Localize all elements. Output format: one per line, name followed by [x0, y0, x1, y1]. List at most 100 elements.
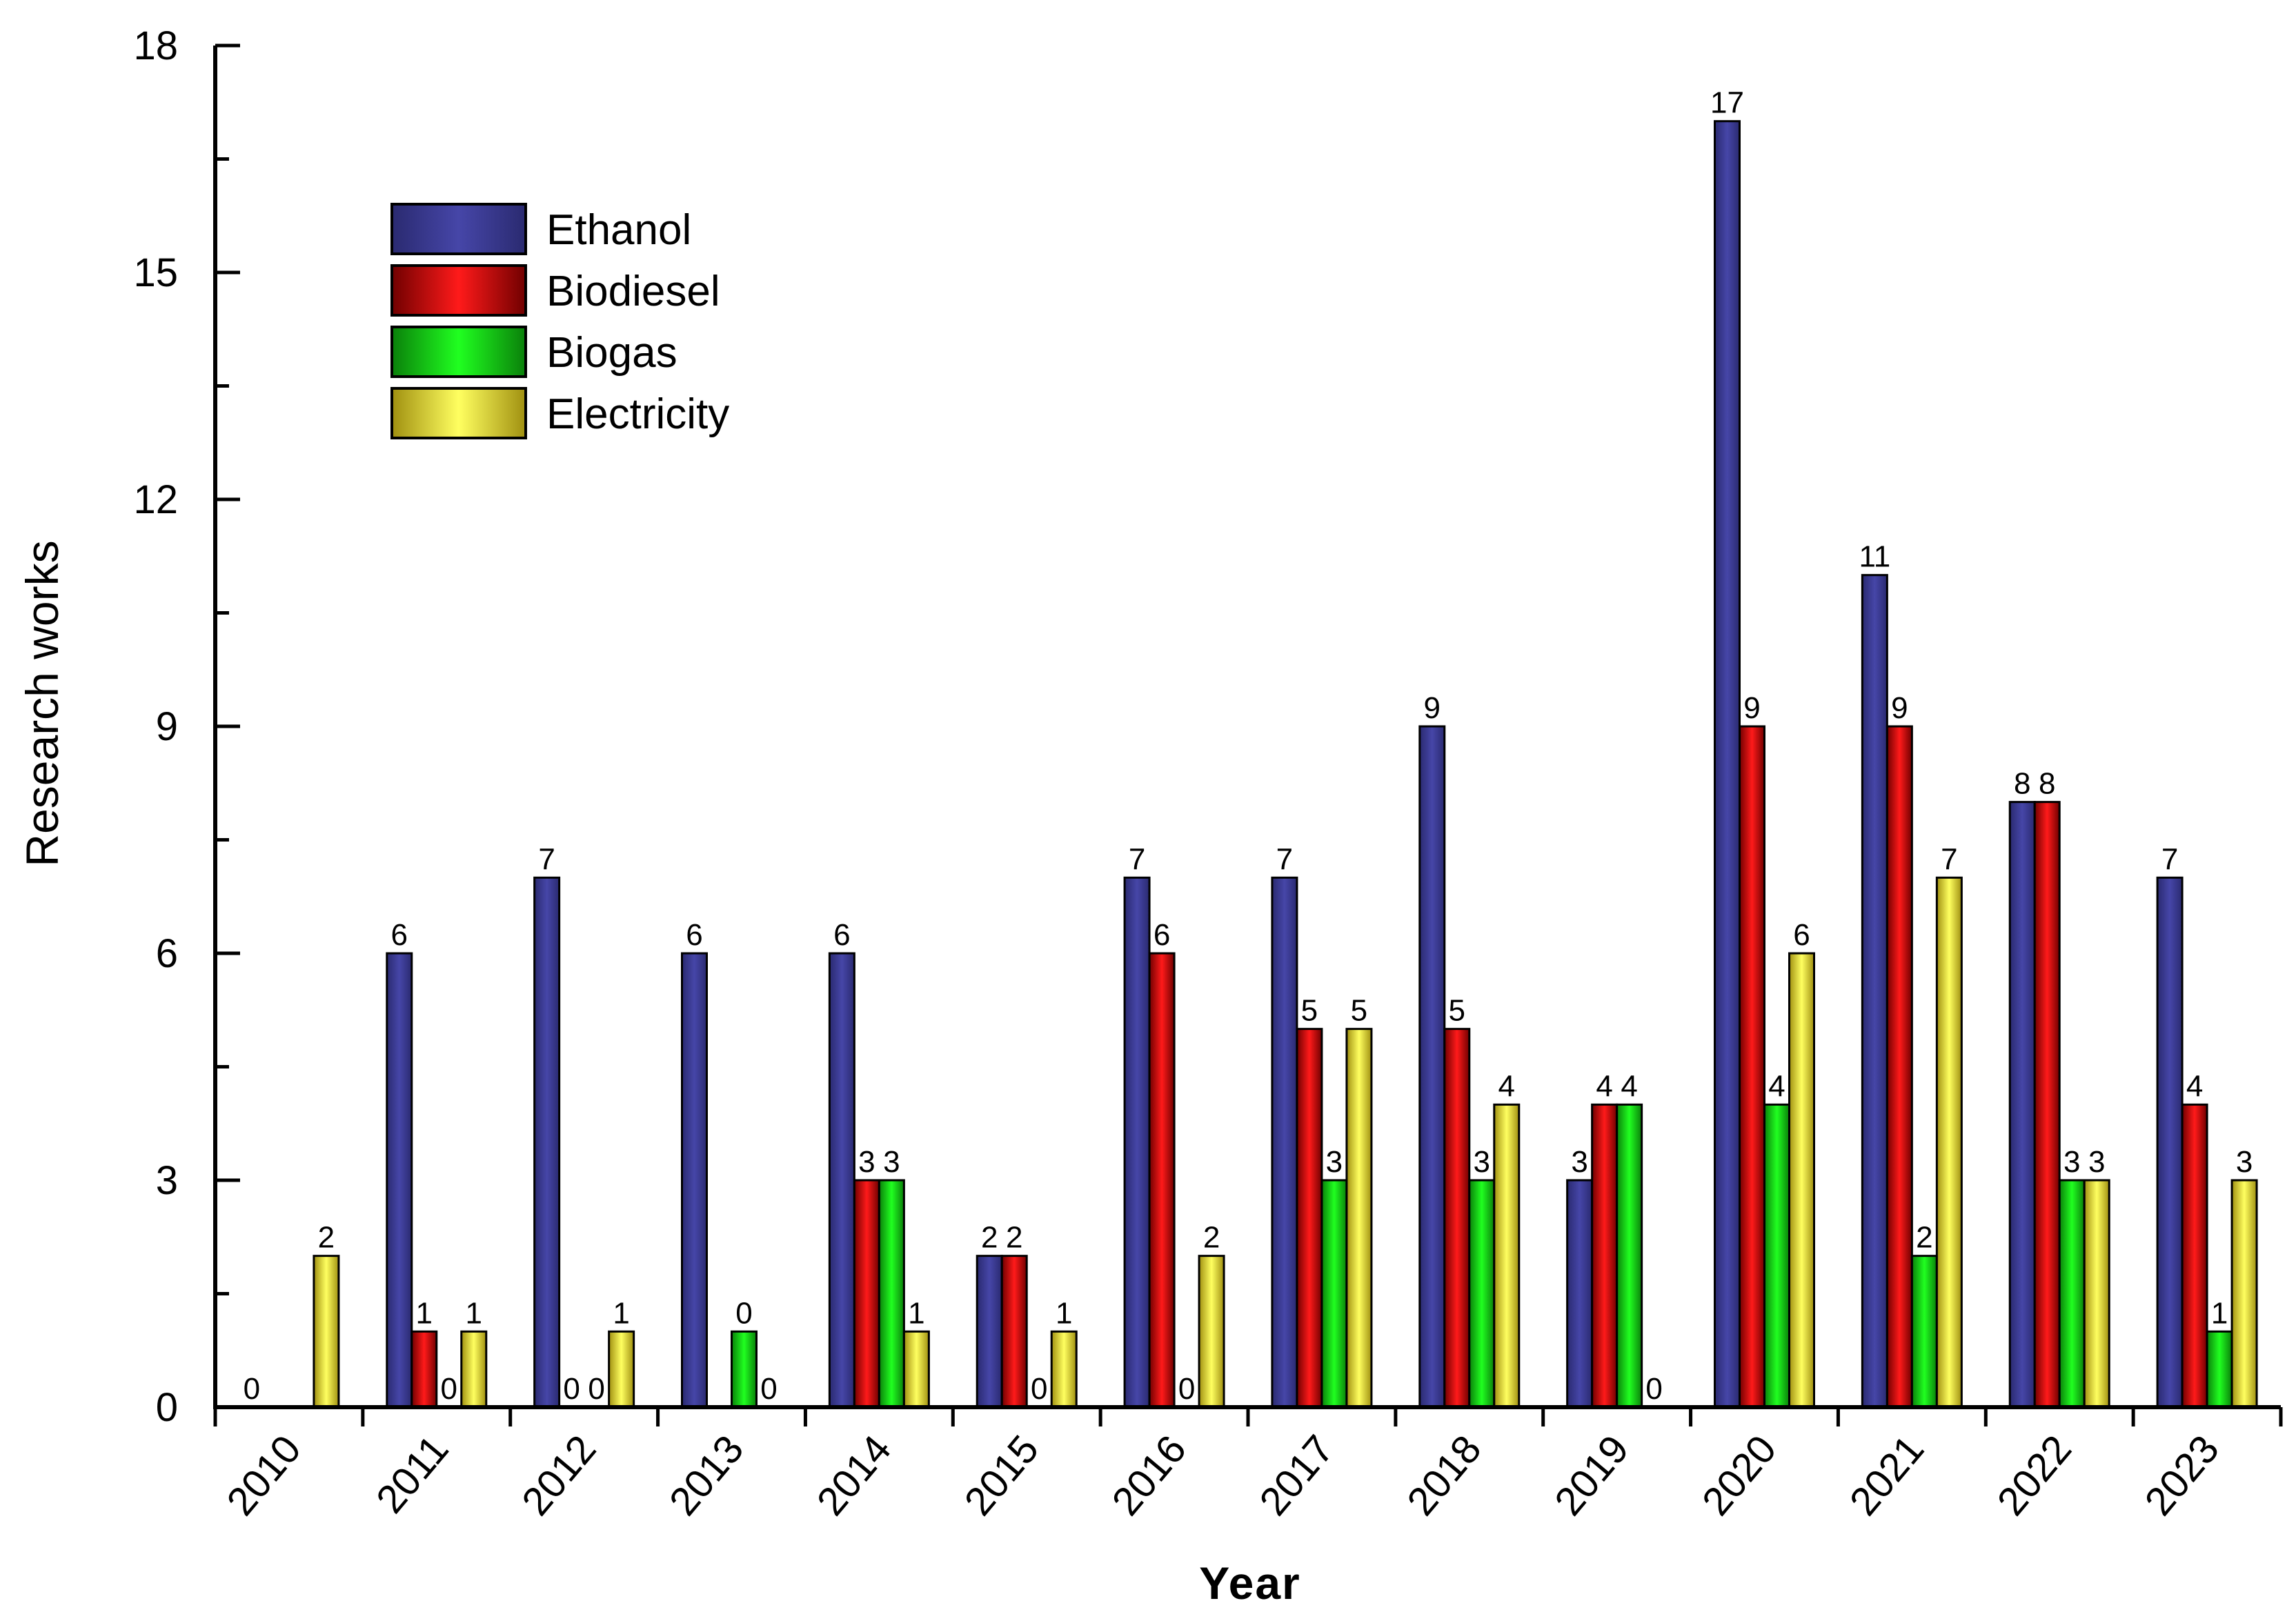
data-label: 0 — [735, 1296, 752, 1330]
bar-ethanol-2019 — [1566, 1179, 1594, 1409]
bar-ethanol-2012 — [533, 876, 561, 1409]
data-label: 6 — [1154, 918, 1170, 952]
data-label: 3 — [1474, 1145, 1490, 1179]
y-tick-label: 12 — [133, 477, 178, 522]
x-tick-label: 2018 — [1398, 1427, 1490, 1524]
bar-biodiesel-2011 — [410, 1330, 438, 1409]
legend-swatch-electricity — [390, 387, 527, 439]
data-label: 17 — [1710, 86, 1744, 120]
bar-biogas-2018 — [1468, 1179, 1496, 1409]
bar-ethanol-2014 — [828, 952, 855, 1409]
data-label: 1 — [1056, 1296, 1072, 1330]
bar-electricity-2023 — [2230, 1179, 2258, 1409]
y-tick-label: 3 — [156, 1158, 178, 1203]
data-label: 1 — [466, 1296, 482, 1330]
x-ticks: 2010 2011 2012 2013 2014 2015 2016 2017 2018 2019… — [213, 1407, 2283, 1524]
x-tick-label: 2021 — [1841, 1427, 1933, 1524]
bar-biodiesel-2020 — [1739, 725, 1765, 1409]
x-tick-label: 2022 — [1988, 1427, 2080, 1524]
bar-ethanol-2016 — [1123, 876, 1151, 1409]
bar-ethanol-2017 — [1271, 876, 1298, 1409]
bar-biodiesel-2017 — [1296, 1028, 1323, 1409]
data-label: 5 — [1449, 994, 1465, 1028]
data-label: 7 — [2161, 842, 2178, 876]
x-tick-label: 2015 — [956, 1427, 1047, 1524]
data-label: 1 — [2211, 1296, 2228, 1330]
data-label: 2 — [1916, 1221, 1932, 1255]
bar-ethanol-2022 — [2008, 801, 2036, 1409]
legend: Ethanol Biodiesel Biogas Electricity — [390, 203, 729, 439]
data-label: 3 — [858, 1145, 875, 1179]
bar-ethanol-2011 — [386, 952, 413, 1409]
bar-electricity-2017 — [1345, 1028, 1373, 1409]
data-label: 4 — [2186, 1069, 2203, 1103]
bar-biodiesel-2015 — [1000, 1255, 1028, 1409]
y-tick-label: 18 — [133, 23, 178, 68]
data-label: 3 — [2088, 1145, 2105, 1179]
data-label: 0 — [760, 1372, 777, 1406]
legend-swatch-biogas — [390, 326, 527, 378]
bar-biogas-2019 — [1616, 1103, 1643, 1409]
x-tick-label: 2010 — [218, 1427, 310, 1524]
legend-label-ethanol: Ethanol — [546, 206, 691, 254]
bar-ethanol-2021 — [1861, 574, 1888, 1409]
x-tick-label: 2023 — [2136, 1427, 2228, 1524]
data-label: 6 — [833, 918, 850, 952]
data-label: 1 — [416, 1296, 433, 1330]
data-label: 0 — [244, 1372, 260, 1406]
data-label: 2 — [1203, 1221, 1220, 1255]
bar-biodiesel-2022 — [2033, 801, 2061, 1409]
data-label: 7 — [1941, 842, 1957, 876]
x-tick-label: 2011 — [368, 1427, 457, 1522]
bar-biodiesel-2016 — [1148, 952, 1176, 1409]
data-label: 2 — [318, 1221, 335, 1255]
bar-ethanol-2020 — [1714, 120, 1741, 1409]
data-label: 0 — [563, 1372, 580, 1406]
x-tick-label: 2016 — [1103, 1427, 1195, 1524]
data-label: 2 — [981, 1221, 998, 1255]
data-label: 4 — [1768, 1069, 1785, 1103]
data-label: 7 — [1129, 842, 1145, 876]
data-label: 3 — [1571, 1145, 1587, 1179]
data-label: 9 — [1891, 691, 1908, 725]
x-tick-label: 2020 — [1694, 1427, 1785, 1524]
x-tick-label: 2014 — [809, 1427, 900, 1524]
data-label: 0 — [441, 1372, 457, 1406]
bar-biodiesel-2019 — [1591, 1103, 1619, 1409]
data-label: 2 — [1006, 1221, 1022, 1255]
bar-biodiesel-2021 — [1886, 725, 1913, 1409]
data-label: 0 — [588, 1372, 604, 1406]
data-label: 1 — [908, 1296, 924, 1330]
bar-electricity-2012 — [608, 1330, 635, 1409]
data-label: 3 — [2236, 1145, 2253, 1179]
data-label: 9 — [1424, 691, 1441, 725]
x-axis-title: Year — [1199, 1558, 1300, 1609]
data-label: 9 — [1743, 691, 1760, 725]
bar-ethanol-2015 — [976, 1255, 1003, 1409]
data-label: 3 — [883, 1145, 900, 1179]
bar-biogas-2021 — [1910, 1255, 1938, 1409]
x-tick-label: 2017 — [1251, 1427, 1343, 1524]
bar-electricity-2010 — [313, 1255, 340, 1409]
data-label: 4 — [1621, 1069, 1637, 1103]
bar-electricity-2015 — [1050, 1330, 1078, 1409]
bar-biogas-2017 — [1320, 1179, 1348, 1409]
data-label: 5 — [1351, 994, 1367, 1028]
bars-layer — [313, 120, 2258, 1409]
data-label: 0 — [1645, 1372, 1662, 1406]
data-label: 7 — [538, 842, 555, 876]
bar-biogas-2023 — [2206, 1330, 2233, 1409]
data-label: 6 — [1793, 918, 1810, 952]
x-tick-label: 2019 — [1546, 1427, 1638, 1524]
bar-biogas-2020 — [1763, 1103, 1790, 1409]
bar-biodiesel-2023 — [2181, 1103, 2208, 1409]
data-label: 5 — [1301, 994, 1318, 1028]
bar-electricity-2022 — [2083, 1179, 2110, 1409]
legend-label-electricity: Electricity — [546, 390, 729, 438]
bar-biogas-2022 — [2058, 1179, 2086, 1409]
data-label: 0 — [1178, 1372, 1195, 1406]
bar-ethanol-2018 — [1418, 725, 1446, 1409]
bar-electricity-2016 — [1198, 1255, 1225, 1409]
